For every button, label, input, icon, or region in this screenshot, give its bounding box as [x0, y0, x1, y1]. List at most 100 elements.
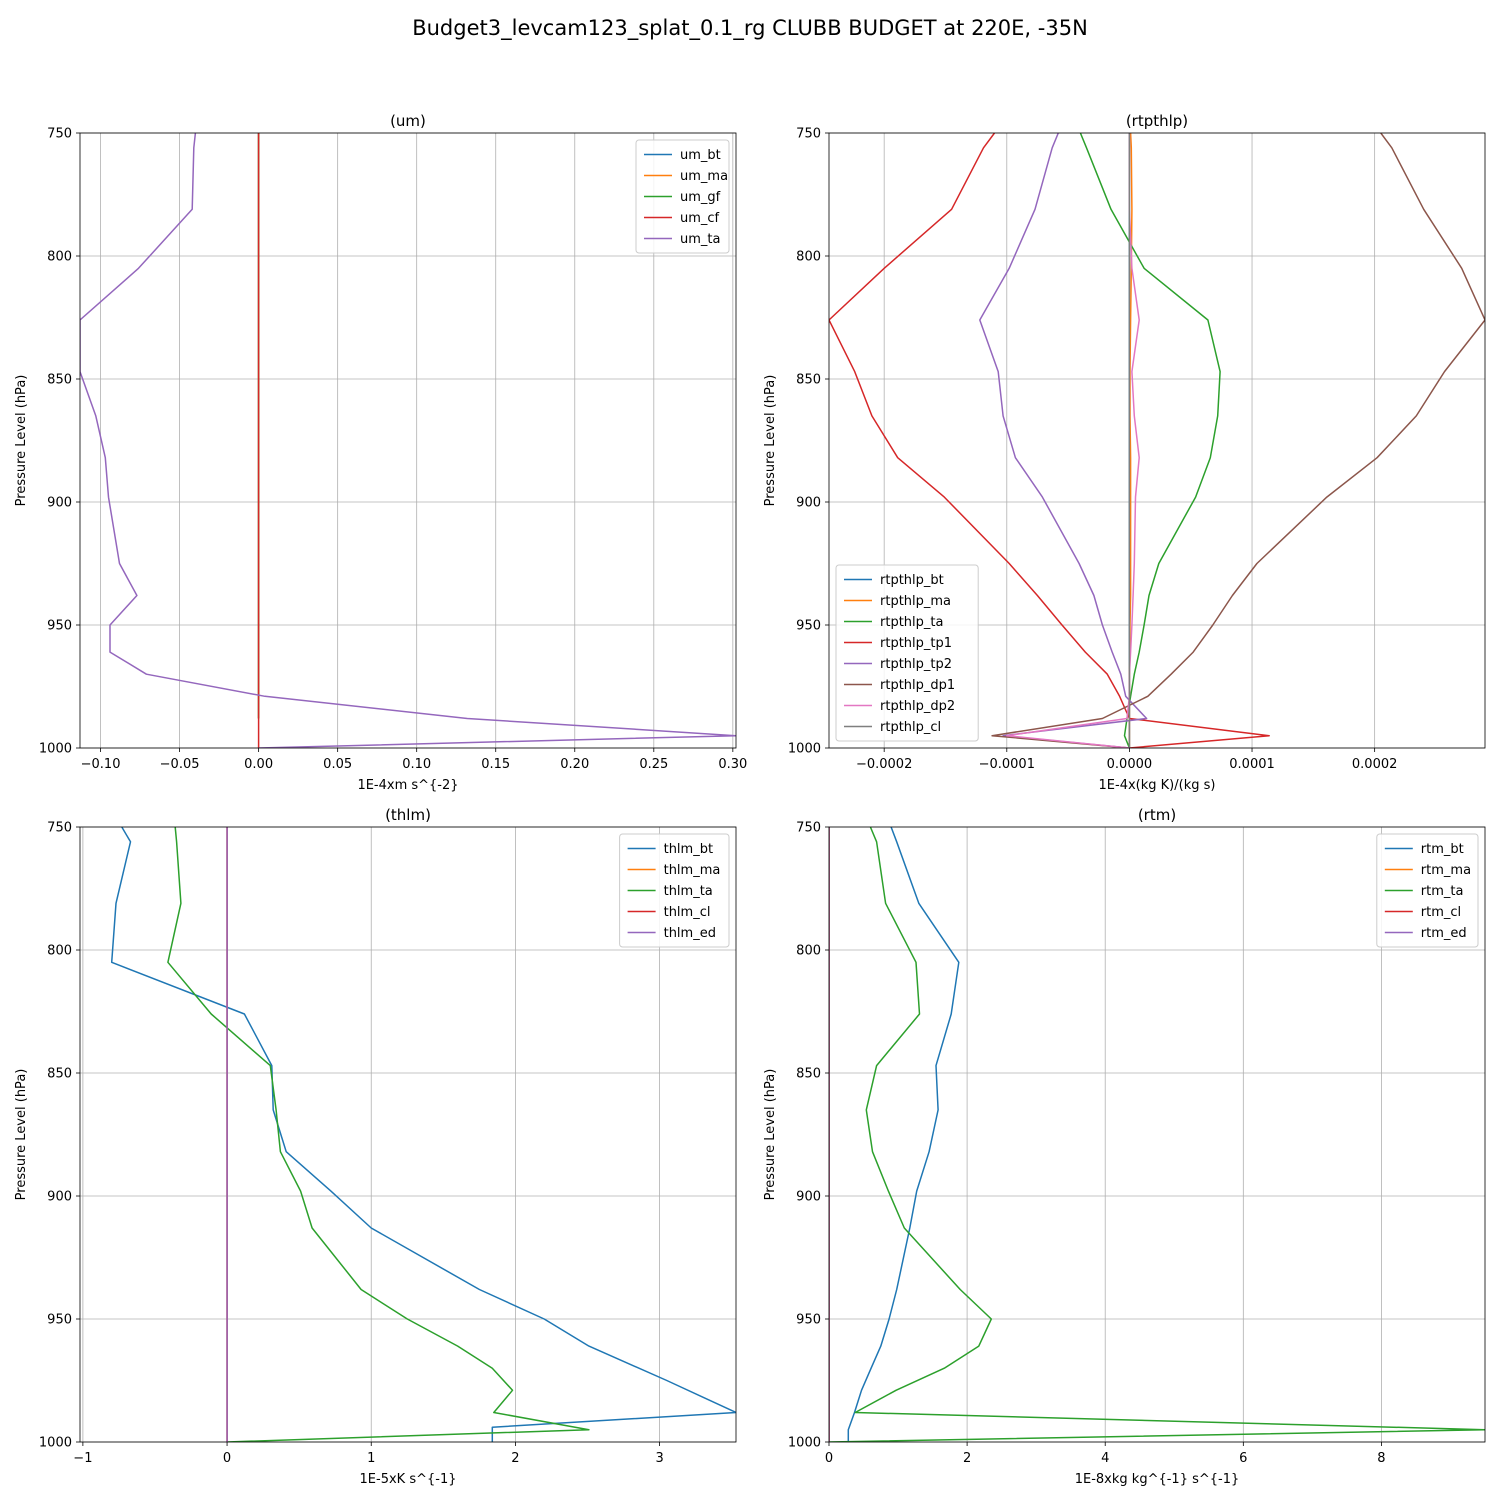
x-tick-label: 4 — [1101, 1451, 1109, 1466]
x-tick-label: −0.10 — [81, 757, 121, 772]
y-tick-label: 950 — [47, 619, 72, 634]
legend-entry-label: um_ma — [680, 169, 728, 184]
y-tick-label: 850 — [47, 1067, 72, 1082]
x-tick-label: 0.05 — [323, 757, 352, 772]
y-tick-label: 1000 — [39, 742, 72, 757]
y-tick-label: 850 — [47, 373, 72, 388]
x-tick-label: 0.0002 — [1352, 757, 1398, 772]
x-tick-label: 0.10 — [402, 757, 431, 772]
legend-entry-label: rtpthlp_ta — [880, 615, 943, 630]
chart-title: (rtm) — [1138, 806, 1176, 824]
series-line-rtm_bt — [847, 827, 960, 1442]
x-tick-label: −0.0001 — [979, 757, 1035, 772]
x-tick-label: 6 — [1239, 1451, 1247, 1466]
x-tick-label: 1 — [367, 1451, 375, 1466]
x-tick-label: 2 — [963, 1451, 971, 1466]
y-tick-label: 1000 — [788, 1436, 821, 1451]
legend-entry-label: rtpthlp_tp1 — [880, 636, 952, 651]
y-tick-label: 800 — [796, 944, 821, 959]
series-line-thlm_bt — [110, 827, 736, 1442]
series-line-rtpthlp_ta — [1079, 133, 1221, 748]
y-tick-label: 800 — [47, 944, 72, 959]
x-tick-label: −0.05 — [160, 757, 200, 772]
legend: rtm_bt rtm_ma rtm_ta rtm_cl rtm_ed — [1376, 833, 1479, 948]
legend-entry-label: um_ta — [680, 232, 720, 247]
legend-entry-label: um_gf — [680, 190, 721, 205]
y-axis-label: Pressure Level (hPa) — [763, 1069, 778, 1201]
x-tick-label: 0.0000 — [1107, 757, 1153, 772]
series-line-um_ta — [80, 133, 736, 748]
axes-frame — [79, 132, 737, 749]
x-tick-label: 0 — [223, 1451, 231, 1466]
legend-entry-label: rtpthlp_cl — [880, 720, 941, 735]
y-tick-label: 900 — [796, 1190, 821, 1205]
legend-entry-label: um_cf — [680, 211, 720, 226]
legend-entry-label: um_bt — [680, 148, 721, 163]
legend-box — [635, 139, 730, 254]
y-tick-label: 850 — [796, 1067, 821, 1082]
series-group — [110, 827, 736, 1442]
y-axis-label: Pressure Level (hPa) — [14, 375, 29, 507]
series-line-rtpthlp_dp1 — [991, 133, 1485, 748]
y-tick-label: 750 — [47, 821, 72, 836]
axes-frame — [79, 826, 737, 1443]
y-tick-label: 800 — [796, 250, 821, 265]
y-tick-label: 800 — [47, 250, 72, 265]
figure-title: Budget3_levcam123_splat_0.1_rg CLUBB BUD… — [412, 16, 1088, 40]
y-tick-label: 950 — [796, 619, 821, 634]
legend: thlm_bt thlm_ma thlm_ta thlm_cl thlm_ed — [619, 833, 730, 948]
legend-entry-label: rtm_ed — [1421, 926, 1467, 941]
legend-entry-label: rtm_bt — [1421, 842, 1464, 857]
y-tick-label: 850 — [796, 373, 821, 388]
x-tick-label: 3 — [655, 1451, 663, 1466]
series-line-rtpthlp_tp2 — [979, 133, 1148, 748]
chart-panel-2: −1 0 1 2 3 750 800 850 900 950 1000 (thlm) 1E-5xK s^… — [14, 806, 737, 1487]
legend: um_bt um_ma um_gf um_cf um_ta — [635, 139, 730, 254]
x-tick-label: 0.20 — [560, 757, 589, 772]
chart-panel-3: 0 2 4 6 8 750 800 850 900 950 1000 (rtm) 1E-8xkg kg^… — [763, 806, 1486, 1487]
x-tick-label: 0.0001 — [1229, 757, 1275, 772]
legend-entry-label: rtm_cl — [1421, 905, 1461, 920]
y-tick-label: 950 — [47, 1313, 72, 1328]
y-tick-label: 1000 — [39, 1436, 72, 1451]
legend-box — [1376, 833, 1479, 948]
y-axis-label: Pressure Level (hPa) — [14, 1069, 29, 1201]
x-tick-label: 0.30 — [718, 757, 747, 772]
y-tick-label: 900 — [47, 1190, 72, 1205]
x-axis-label: 1E-8xkg kg^{-1} s^{-1} — [1075, 1472, 1240, 1487]
legend-entry-label: rtpthlp_ma — [880, 594, 951, 609]
y-tick-label: 900 — [796, 496, 821, 511]
legend-entry-label: thlm_bt — [664, 842, 713, 857]
legend-entry-label: thlm_cl — [664, 905, 711, 920]
chart-title: (um) — [390, 112, 426, 130]
axes-frame — [828, 826, 1486, 1443]
legend-entry-label: thlm_ta — [664, 884, 713, 899]
legend-entry-label: rtpthlp_dp1 — [880, 678, 955, 693]
x-tick-label: −0.0002 — [856, 757, 912, 772]
legend-entry-label: rtm_ma — [1421, 863, 1471, 878]
axes-frame — [828, 132, 1486, 749]
y-tick-label: 750 — [796, 821, 821, 836]
series-line-rtpthlp_tp1 — [829, 133, 1270, 748]
x-axis-label: 1E-5xK s^{-1} — [360, 1472, 457, 1487]
y-tick-label: 750 — [796, 127, 821, 142]
y-tick-label: 1000 — [788, 742, 821, 757]
series-line-rtm_ta — [829, 827, 1485, 1442]
x-tick-label: 0 — [825, 1451, 833, 1466]
series-group — [80, 133, 736, 748]
x-tick-label: 0.15 — [481, 757, 510, 772]
legend-entry-label: rtpthlp_dp2 — [880, 699, 955, 714]
legend: rtpthlp_bt rtpthlp_ma rtpthlp_ta rtpthlp_tp… — [835, 564, 979, 742]
y-axis-label: Pressure Level (hPa) — [763, 375, 778, 507]
chart-panel-1: −0.0002 −0.0001 0.0000 0.0001 0.0002 750 800 85… — [763, 112, 1486, 793]
legend-entry-label: rtpthlp_tp2 — [880, 657, 952, 672]
legend-box — [619, 833, 730, 948]
x-tick-label: −1 — [73, 1451, 92, 1466]
chart-title: (thlm) — [385, 806, 431, 824]
series-line-thlm_ta — [167, 827, 590, 1442]
legend-entry-label: rtm_ta — [1421, 884, 1464, 899]
series-group — [829, 133, 1485, 748]
x-axis-label: 1E-4x(kg K)/(kg s) — [1099, 778, 1216, 793]
